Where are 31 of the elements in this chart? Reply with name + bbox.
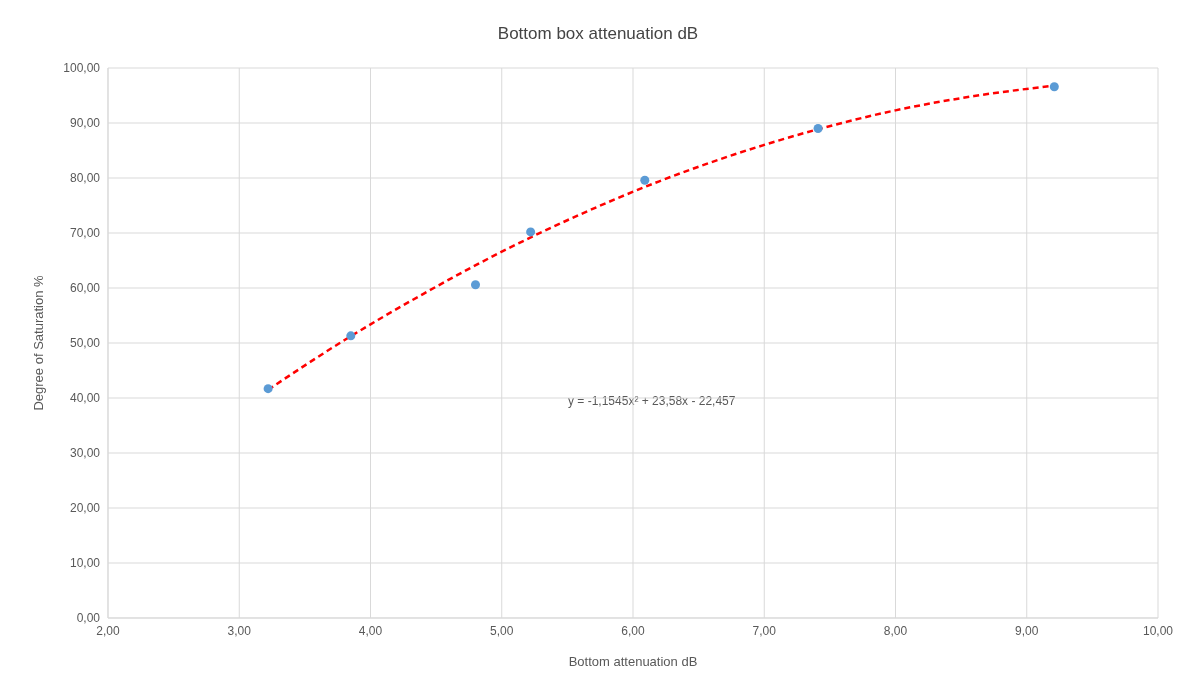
point xyxy=(470,280,481,290)
x-tick-label: 6,00 xyxy=(621,623,645,638)
x-tick-label: 7,00 xyxy=(752,623,777,638)
y-tick-label: 40,00 xyxy=(69,391,101,406)
x-tick-label: 10,00 xyxy=(1142,623,1174,638)
point xyxy=(346,331,356,341)
x-tick-label: 3,00 xyxy=(227,623,252,638)
y-tick-label: 100,00 xyxy=(63,61,101,76)
point xyxy=(263,384,273,394)
x-tick-label: 9,00 xyxy=(1015,623,1039,638)
y-tick-label: 10,00 xyxy=(69,556,101,571)
y-tick-label: 0,00 xyxy=(76,611,101,626)
y-tick-label: 50,00 xyxy=(69,336,101,351)
x-axis-title: Bottom attenuation dB xyxy=(568,654,698,669)
x-tick-label: 8,00 xyxy=(883,623,908,638)
y-tick-label: 30,00 xyxy=(69,446,101,461)
y-tick-label: 20,00 xyxy=(69,501,101,516)
point xyxy=(813,123,823,134)
y-tick-label: 70,00 xyxy=(69,226,101,241)
y-tick-label: 80,00 xyxy=(69,171,101,186)
point xyxy=(640,175,650,185)
y-tick-label: 90,00 xyxy=(69,116,101,131)
x-tick-label: 4,00 xyxy=(358,623,383,638)
annotation: y = -1,1545x² + 23,58x - 22,457 xyxy=(568,394,736,408)
point xyxy=(1049,82,1059,92)
x-tick-label: 2,00 xyxy=(96,623,120,638)
x-tick-label: 5,00 xyxy=(490,623,514,638)
y-axis-title: Degree of Saturation % xyxy=(30,274,46,411)
chart-title: Bottom box attenuation dB xyxy=(496,23,700,45)
point xyxy=(526,227,536,237)
y-tick-label: 60,00 xyxy=(69,281,101,296)
